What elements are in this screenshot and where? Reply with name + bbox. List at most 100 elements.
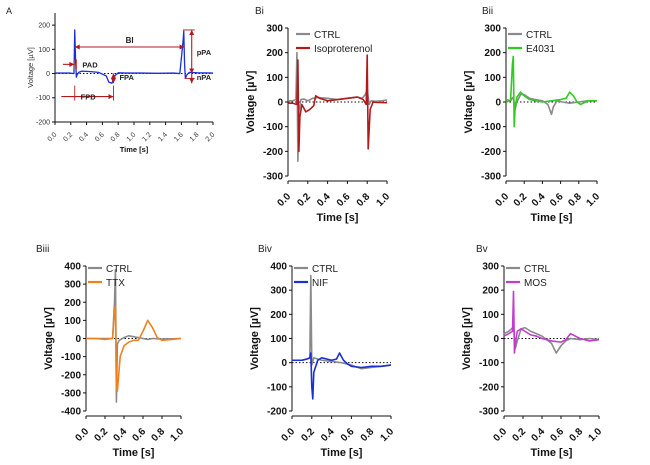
y-tick-label: 100 <box>64 316 81 327</box>
y-tick-label: 200 <box>266 48 283 59</box>
legend-label-ctrl: CTRL <box>526 30 553 41</box>
y-tick-label: 400 <box>270 262 287 273</box>
y-axis-label: Voltage [µV] <box>26 47 35 88</box>
x-tick-label: 0.4 <box>530 426 548 444</box>
x-tick-label: 0.8 <box>566 191 584 209</box>
series-line-mos <box>503 290 600 354</box>
legend-label-ctrl: CTRL <box>312 264 339 275</box>
y-tick-label: -200 <box>479 382 499 393</box>
y-tick-label: -300 <box>481 172 501 183</box>
y-tick-label: -100 <box>481 122 501 133</box>
y-tick-label: 300 <box>266 24 283 35</box>
bi-arrow-head-right <box>179 44 185 50</box>
x-tick-label: 1.8 <box>189 131 201 143</box>
x-tick-label: 2.0 <box>205 131 217 143</box>
x-tick-label: 0.0 <box>492 426 510 444</box>
pad-arrow-head <box>69 61 75 67</box>
panel-label: Bii <box>482 6 493 17</box>
x-tick-label: 0.2 <box>512 191 530 209</box>
y-tick-label: 200 <box>484 48 501 59</box>
y-tick-label: -100 <box>61 352 81 363</box>
y-axis-label: Voltage [µV] <box>249 307 261 370</box>
x-tick-label: 0.4 <box>319 426 337 444</box>
annotation-bi: BI <box>126 36 134 45</box>
x-tick-label: 0.8 <box>359 426 377 444</box>
x-tick-label: 0.2 <box>62 131 74 143</box>
panel-bi: Bi -300 -200 -100 0 100 200 300 0.0 0.2 0.4 0.6 0.8 1… <box>245 6 392 224</box>
y-tick-label: 100 <box>38 47 50 54</box>
x-tick-label: 1.2 <box>141 131 153 143</box>
y-tick-label: 300 <box>270 286 287 297</box>
x-tick-label: 0.2 <box>511 426 529 444</box>
x-tick-label: 0.0 <box>280 426 298 444</box>
y-tick-label: 0 <box>277 98 283 109</box>
legend-label-e4031: E4031 <box>526 44 555 55</box>
legend-label-nif: NIF <box>312 278 328 289</box>
y-tick-label: -100 <box>267 382 287 393</box>
x-tick-label: 0.2 <box>93 426 111 444</box>
x-tick-label: 0.0 <box>276 191 294 209</box>
y-tick-label: 0 <box>75 334 81 345</box>
bi-arrow-head-left <box>74 44 80 50</box>
x-axis-label: Time [s] <box>120 145 149 154</box>
x-tick-label: 0.2 <box>295 191 313 209</box>
x-axis-label: Time [s] <box>113 447 155 459</box>
annotation-ppa: pPA <box>197 48 212 57</box>
x-axis-label: Time [s] <box>321 447 363 459</box>
x-tick-label: 0.6 <box>94 131 106 143</box>
x-tick-label: 0.8 <box>110 131 122 143</box>
legend-label-ctrl: CTRL <box>106 264 133 275</box>
y-tick-label: 100 <box>266 73 283 84</box>
fpd-arrow-head <box>108 94 114 100</box>
x-tick-label: 1.6 <box>173 131 185 143</box>
x-axis-label: Time [s] <box>531 447 573 459</box>
y-axis-label: Voltage [µV] <box>43 307 55 370</box>
y-tick-label: -100 <box>479 358 499 369</box>
x-axis-label: Time [s] <box>317 212 359 224</box>
x-tick-label: 0.2 <box>299 426 317 444</box>
panel-label: Bv <box>476 244 488 255</box>
y-tick-label: -300 <box>61 388 81 399</box>
annotation-fpd: FPD <box>81 93 97 102</box>
x-tick-label: 0.6 <box>131 426 149 444</box>
legend-label-mos: MOS <box>524 278 547 289</box>
y-tick-label: -200 <box>263 147 283 158</box>
legend-label-ttx: TTX <box>106 278 125 289</box>
x-tick-label: 1.0 <box>126 131 138 143</box>
legend-label-isoproterenol: Isoproterenol <box>314 44 372 55</box>
y-tick-label: 0 <box>493 334 499 345</box>
x-tick-label: 1.0 <box>587 426 605 444</box>
panel-bii: Bii -300 -200 -100 0 100 200 300 0.0 0.2 0.4 0.6 0.8… <box>463 6 602 224</box>
npa-arrow-head-down <box>189 78 195 84</box>
y-tick-label: 300 <box>482 262 499 273</box>
annotation-pad: PAD <box>82 60 98 69</box>
x-tick-label: 0.6 <box>549 426 567 444</box>
y-tick-label: -200 <box>267 407 287 418</box>
y-tick-label: 0 <box>495 98 501 109</box>
x-tick-label: 1.0 <box>169 426 187 444</box>
y-tick-label: 0 <box>281 358 287 369</box>
annotation-npa: nPA <box>197 73 212 82</box>
series-line-ctrl <box>288 51 388 162</box>
x-tick-label: 1.0 <box>585 191 603 209</box>
x-tick-label: 0.4 <box>315 191 333 209</box>
x-tick-label: 1.0 <box>375 191 393 209</box>
fpa-arrow-head-up <box>110 73 116 79</box>
x-tick-label: 0.0 <box>494 191 512 209</box>
x-tick-label: 0.0 <box>47 131 59 143</box>
legend-label-ctrl: CTRL <box>314 30 341 41</box>
y-tick-label: 300 <box>484 24 501 35</box>
y-tick-label: 200 <box>38 23 50 30</box>
panel-label: Bi <box>255 6 264 17</box>
x-tick-label: 0.8 <box>150 426 168 444</box>
y-tick-label: 200 <box>482 286 499 297</box>
annotation-fpa: FPA <box>119 73 134 82</box>
y-tick-label: -300 <box>479 407 499 418</box>
y-tick-label: 200 <box>270 310 287 321</box>
y-tick-label: -200 <box>61 370 81 381</box>
y-axis-label: Voltage [µV] <box>245 70 257 133</box>
series-line-ctrl <box>292 274 392 370</box>
series-line-ctrl <box>86 268 182 403</box>
x-tick-label: 0.6 <box>548 191 566 209</box>
